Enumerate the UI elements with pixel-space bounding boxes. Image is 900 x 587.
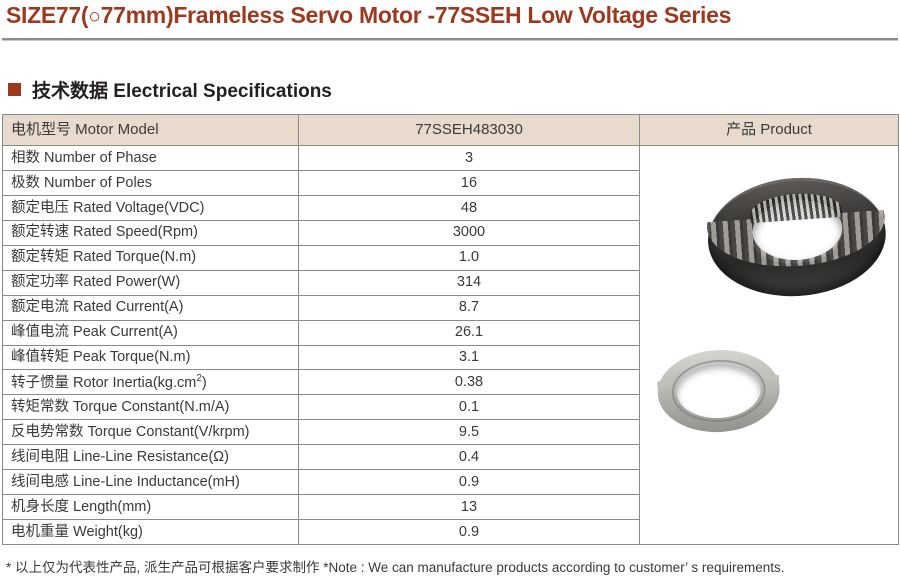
- spec-label: 额定功率 Rated Power(W): [2, 269, 299, 296]
- page-title-paren-close: ): [165, 2, 174, 28]
- spec-label: 峰值转矩 Peak Torque(N.m): [2, 344, 299, 371]
- page-title-diameter: 77mm: [100, 2, 167, 28]
- page-title: SIZE77(○77mm)Frameless Servo Motor -77SS…: [6, 2, 731, 29]
- spec-value: 8.7: [298, 294, 640, 321]
- title-divider: [2, 38, 898, 41]
- table-row: 额定转速 Rated Speed(Rpm) 3000: [2, 219, 899, 246]
- table-row: 反电势常数 Torque Constant(V/krpm) 9.5: [2, 419, 899, 446]
- spec-label: 相数 Number of Phase: [2, 145, 299, 171]
- spec-value: 9.5: [298, 419, 640, 446]
- table-row: 额定转矩 Rated Torque(N.m) 1.0: [2, 244, 899, 271]
- page-title-prefix: SIZE77: [6, 2, 81, 28]
- spec-value: 1.0: [298, 244, 640, 271]
- table-row: 相数 Number of Phase 3: [2, 145, 899, 545]
- spec-label: 额定电流 Rated Current(A): [2, 294, 299, 321]
- table-body: 相数 Number of Phase 3: [2, 145, 899, 545]
- table-row: 线间电阻 Line-Line Resistance(Ω) 0.4: [2, 444, 899, 471]
- page-title-paren-open: (: [80, 2, 89, 28]
- column-header-model-number: 77SSEH483030: [298, 114, 640, 146]
- footnote: * 以上仅为代表性产品, 派生产品可根据客户要求制作 *Note : We ca…: [6, 560, 785, 575]
- spec-value: 48: [298, 194, 640, 221]
- spec-label: 反电势常数 Torque Constant(V/krpm): [2, 419, 299, 446]
- spec-value: 16: [298, 169, 640, 196]
- spec-value: 3000: [298, 219, 640, 246]
- rotor-ring-silver: [655, 339, 783, 455]
- stator-ring-dark: [703, 158, 891, 320]
- spec-value: 0.4: [298, 444, 640, 471]
- product-figure: [640, 146, 899, 544]
- electrical-specifications-table: 电机型号 Motor Model 77SSEH483030 产品 Product…: [2, 114, 899, 545]
- spec-label: 线间电感 Line-Line Inductance(mH): [2, 469, 299, 496]
- spec-label: 转矩常数 Torque Constant(N.m/A): [2, 394, 299, 421]
- spec-value: 3.1: [298, 344, 640, 371]
- spec-label: 机身长度 Length(mm): [2, 494, 299, 521]
- table-row: 电机重量 Weight(kg) 0.9: [2, 519, 899, 545]
- spec-value: 0.38: [298, 369, 640, 396]
- spec-label: 线间电阻 Line-Line Resistance(Ω): [2, 444, 299, 471]
- product-image-cell: [639, 145, 899, 545]
- spec-label: 电机重量 Weight(kg): [2, 519, 299, 545]
- column-header-product: 产品 Product: [639, 114, 899, 146]
- spec-value: 26.1: [298, 319, 640, 346]
- spec-value: 0.9: [298, 519, 640, 545]
- spec-label: 额定电压 Rated Voltage(VDC): [2, 194, 299, 221]
- column-header-motor-model: 电机型号 Motor Model: [2, 114, 299, 146]
- table-row: 机身长度 Length(mm) 13: [2, 494, 899, 521]
- spec-value: 13: [298, 494, 640, 521]
- page-title-suffix: Frameless Servo Motor -77SSEH Low Voltag…: [173, 2, 732, 28]
- spec-value: 3: [298, 145, 640, 171]
- table-row: 额定电流 Rated Current(A) 8.7: [2, 294, 899, 321]
- spec-label-rotor-inertia: 转子惯量 Rotor Inertia(kg.cm2): [2, 369, 299, 396]
- table-row: 转矩常数 Torque Constant(N.m/A) 0.1: [2, 394, 899, 421]
- square-bullet-icon: [8, 83, 21, 96]
- spec-label-text: 转子惯量 Rotor Inertia(kg.cm: [11, 374, 197, 391]
- diameter-ring-icon: ○: [88, 5, 101, 28]
- superscript-two: 2: [196, 373, 202, 385]
- spec-label: 额定转速 Rated Speed(Rpm): [2, 219, 299, 246]
- table-row: 峰值转矩 Peak Torque(N.m) 3.1: [2, 344, 899, 371]
- table-row: 转子惯量 Rotor Inertia(kg.cm2) 0.38: [2, 369, 899, 396]
- table-row: 峰值电流 Peak Current(A) 26.1: [2, 319, 899, 346]
- table-header-row: 电机型号 Motor Model 77SSEH483030 产品 Product: [2, 114, 899, 146]
- spec-value: 0.9: [298, 469, 640, 496]
- spec-label: 极数 Number of Poles: [2, 169, 299, 196]
- spec-label: 峰值电流 Peak Current(A): [2, 319, 299, 346]
- spec-value: 0.1: [298, 394, 640, 421]
- section-heading-label: 技术数据 Electrical Specifications: [32, 81, 332, 102]
- table-row: 极数 Number of Poles 16: [2, 169, 899, 196]
- section-heading: 技术数据 Electrical Specifications: [8, 76, 332, 103]
- table-row: 线间电感 Line-Line Inductance(mH) 0.9: [2, 469, 899, 496]
- spec-label: 额定转矩 Rated Torque(N.m): [2, 244, 299, 271]
- spec-label-tail: ): [201, 374, 207, 391]
- spec-value: 314: [298, 269, 640, 296]
